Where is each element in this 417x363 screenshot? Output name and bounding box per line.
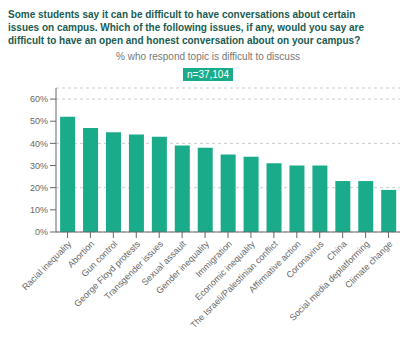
svg-text:Coronavirus: Coronavirus [284, 239, 326, 281]
svg-text:Gun control: Gun control [79, 238, 120, 279]
svg-text:50%: 50% [30, 116, 48, 126]
html-text:Some students say it can be di: Some students say it can be difficult to… [8, 9, 356, 20]
svg-text:60%: 60% [30, 94, 48, 104]
svg-text:Immigration: Immigration [193, 238, 234, 280]
svg-text:Climate change: Climate change [343, 239, 394, 290]
html-text:issues on campus. Which of the: issues on campus. Which of the following… [8, 22, 364, 33]
svg-text:China: China [324, 238, 349, 263]
svg-text:Affirmative action: Affirmative action [247, 238, 303, 295]
html-text:% who respond topic is difficu: % who respond topic is difficult to disc… [116, 51, 300, 62]
svg-text:Sexual assault: Sexual assault [139, 238, 189, 288]
svg-text:Economic inequality: Economic inequality [193, 238, 257, 303]
svg-text:Abortion: Abortion [65, 238, 97, 270]
svg-text:Transgender issues: Transgender issues [102, 238, 166, 302]
svg-text:George Floyd protests: George Floyd protests [72, 238, 143, 309]
svg-text:10%: 10% [30, 205, 48, 215]
svg-text:20%: 20% [30, 183, 48, 193]
svg-text:The Israeli/Palestinian confli: The Israeli/Palestinian conflict [189, 239, 281, 331]
svg-text:30%: 30% [30, 161, 48, 171]
svg-text:40%: 40% [30, 139, 48, 149]
svg-text:Racial inequality: Racial inequality [20, 239, 74, 293]
svg-text:0%: 0% [35, 227, 48, 237]
html-text:difficult to have an open and: difficult to have an open and honest con… [8, 35, 361, 46]
svg-text:Gender inequality: Gender inequality [154, 238, 211, 296]
svg-text:Social media deplatforming: Social media deplatforming [287, 238, 372, 323]
html-text:n=37,104: n=37,104 [187, 69, 229, 80]
